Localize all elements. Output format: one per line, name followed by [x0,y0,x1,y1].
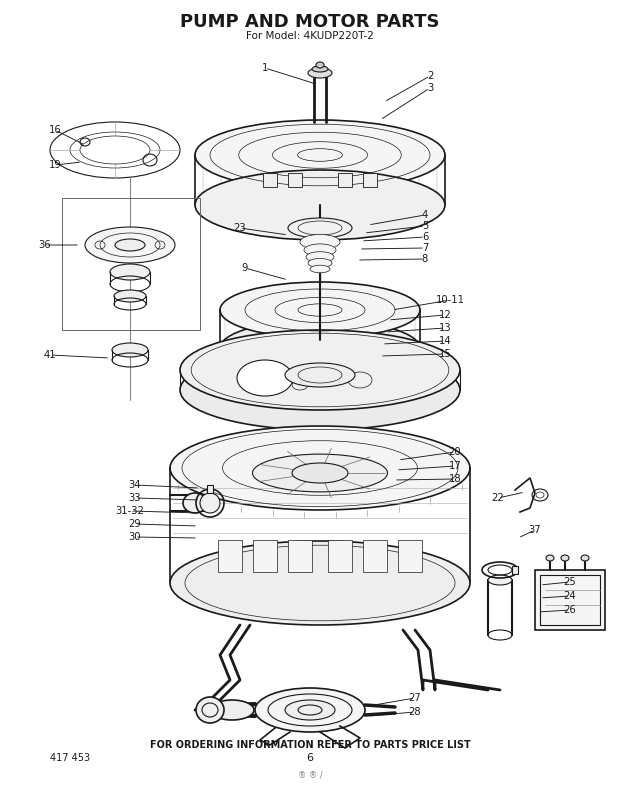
Text: 33: 33 [129,493,141,503]
Text: 27: 27 [409,693,422,703]
Text: 6: 6 [422,232,428,242]
Ellipse shape [288,218,352,238]
Text: 10-11: 10-11 [435,295,464,305]
Text: 20: 20 [449,447,461,457]
Ellipse shape [170,426,470,510]
Bar [288,173,302,187]
Text: 1: 1 [262,63,268,73]
Ellipse shape [237,360,293,396]
Bar [263,173,277,187]
Bar [288,540,312,572]
Text: 17: 17 [449,461,461,471]
Text: 6: 6 [306,753,314,763]
Text: 23: 23 [234,223,246,233]
Text: FOR ORDERING INFORMATION REFER TO PARTS PRICE LIST: FOR ORDERING INFORMATION REFER TO PARTS … [149,740,471,750]
Ellipse shape [310,266,330,273]
Bar [207,485,213,493]
Ellipse shape [306,251,334,262]
Text: 417 453: 417 453 [50,753,90,763]
Bar [398,540,422,572]
Text: 26: 26 [564,605,577,615]
Text: 7: 7 [422,243,428,253]
Ellipse shape [312,66,328,72]
Ellipse shape [183,493,207,513]
Text: 13: 13 [439,323,451,333]
Text: 29: 29 [128,519,141,529]
Bar [363,540,387,572]
Text: 22: 22 [492,493,505,503]
Ellipse shape [285,363,355,387]
Bar [328,540,352,572]
Bar [338,173,352,187]
Text: 14: 14 [439,336,451,346]
Bar [62,198,200,330]
Ellipse shape [114,290,146,302]
Text: 36: 36 [38,240,51,250]
Bar [540,575,600,625]
Bar [363,173,377,187]
Text: For Model: 4KUDP220T-2: For Model: 4KUDP220T-2 [246,31,374,41]
Ellipse shape [255,688,365,732]
Text: 18: 18 [449,474,461,484]
Ellipse shape [561,555,569,561]
Text: 30: 30 [129,532,141,542]
Text: 28: 28 [409,707,422,717]
Text: 37: 37 [529,525,541,535]
Bar [253,540,277,572]
Ellipse shape [170,541,470,625]
Ellipse shape [292,463,348,483]
Text: 24: 24 [564,591,577,601]
Ellipse shape [180,350,460,430]
Text: 19: 19 [48,160,61,170]
Ellipse shape [200,493,220,513]
Ellipse shape [110,264,150,280]
Ellipse shape [196,697,224,723]
Bar [512,566,518,574]
Ellipse shape [300,234,340,250]
Text: 2: 2 [427,71,433,81]
Ellipse shape [210,700,254,720]
Text: 25: 25 [564,577,577,587]
Ellipse shape [488,575,512,585]
Ellipse shape [85,227,175,263]
Bar [535,570,605,630]
Ellipse shape [112,343,148,357]
Text: 41: 41 [43,350,56,360]
Ellipse shape [285,700,335,720]
Bar [218,540,242,572]
Text: 5: 5 [422,221,428,231]
Text: 31-32: 31-32 [115,506,144,516]
Ellipse shape [252,454,388,492]
Ellipse shape [180,330,460,410]
Text: 3: 3 [427,83,433,93]
Text: ® ® /: ® ® / [298,771,322,779]
Ellipse shape [546,555,554,561]
Ellipse shape [581,555,589,561]
Text: 8: 8 [422,254,428,264]
Text: PUMP AND MOTOR PARTS: PUMP AND MOTOR PARTS [180,13,440,31]
Ellipse shape [220,282,420,338]
Ellipse shape [220,320,420,376]
Ellipse shape [195,170,445,240]
Ellipse shape [316,62,324,68]
Ellipse shape [80,136,150,164]
Ellipse shape [308,68,332,78]
Text: 9: 9 [242,263,248,273]
Ellipse shape [115,239,145,251]
Ellipse shape [195,120,445,190]
Text: 4: 4 [422,210,428,220]
Ellipse shape [50,122,180,178]
Text: 34: 34 [129,480,141,490]
Ellipse shape [304,244,336,256]
Text: 16: 16 [48,125,61,135]
Text: 15: 15 [438,349,451,359]
Text: 12: 12 [438,310,451,320]
Ellipse shape [308,258,332,268]
Text: eReplacementParts.com: eReplacementParts.com [238,403,382,417]
